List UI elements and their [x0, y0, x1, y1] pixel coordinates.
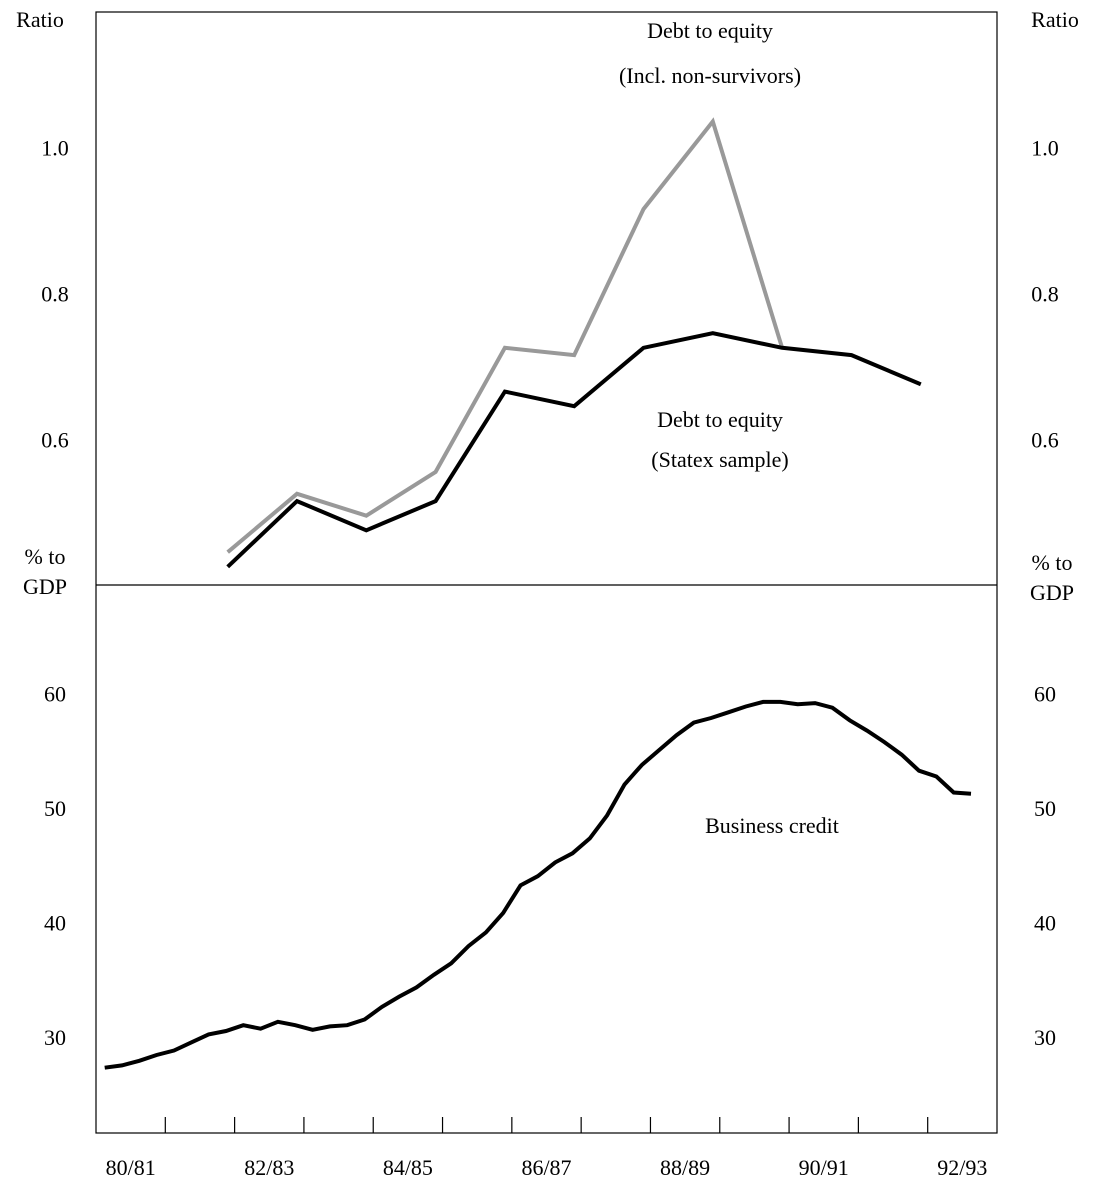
- y-axis-label: Ratio: [16, 7, 64, 32]
- series-label: Debt to equity: [657, 407, 783, 432]
- series-label: (Incl. non-survivors): [619, 63, 801, 88]
- series-label: Business credit: [705, 813, 839, 838]
- series-line: [226, 117, 785, 554]
- y2-tick-label: 0.8: [1031, 282, 1059, 307]
- x-tick-label: 84/85: [383, 1155, 433, 1180]
- y2-tick-label: 60: [1034, 681, 1056, 706]
- y-tick-label: 40: [44, 911, 66, 936]
- x-tick-label: 82/83: [244, 1155, 294, 1180]
- x-tick-label: 92/93: [937, 1155, 987, 1180]
- y-tick-label: 0.8: [41, 282, 69, 307]
- y-tick-label: 50: [44, 796, 66, 821]
- y2-tick-label: 50: [1034, 796, 1056, 821]
- x-tick-label: 88/89: [660, 1155, 710, 1180]
- y2-tick-label: 30: [1034, 1025, 1056, 1050]
- x-tick-label: 86/87: [521, 1155, 571, 1180]
- y-axis-label: % to: [25, 544, 66, 569]
- y2-axis-label: Ratio: [1031, 7, 1079, 32]
- y-tick-label: 0.6: [41, 428, 69, 453]
- series-line: [104, 699, 972, 1070]
- series-label: Debt to equity: [647, 18, 773, 43]
- y2-tick-label: 40: [1034, 911, 1056, 936]
- y-tick-label: 30: [44, 1025, 66, 1050]
- series-label: (Statex sample): [651, 447, 788, 472]
- y2-axis-label: % to: [1032, 550, 1073, 575]
- plot-frame: [95, 11, 998, 1134]
- y2-tick-label: 1.0: [1031, 136, 1059, 161]
- x-tick-label: 80/81: [106, 1155, 156, 1180]
- y-tick-label: 1.0: [41, 136, 69, 161]
- y2-tick-label: 0.6: [1031, 428, 1059, 453]
- series-line: [226, 331, 922, 569]
- y-axis-label: GDP: [23, 574, 67, 599]
- y-tick-label: 60: [44, 681, 66, 706]
- y2-axis-label: GDP: [1030, 580, 1074, 605]
- x-tick-label: 90/91: [799, 1155, 849, 1180]
